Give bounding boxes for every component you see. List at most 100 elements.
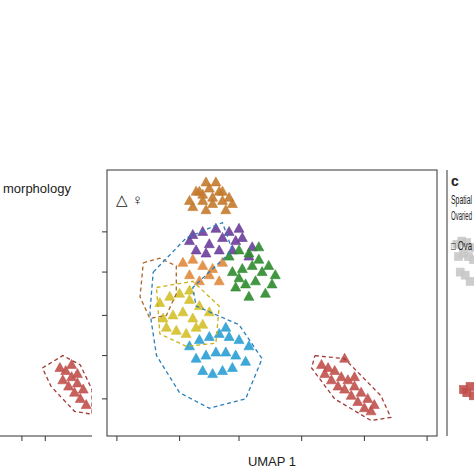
point: [363, 393, 373, 402]
y-tick: [102, 398, 107, 399]
x-label: UMAP 1: [248, 454, 296, 469]
point: [251, 276, 261, 285]
point: [231, 236, 241, 245]
region-outline: [42, 356, 92, 415]
point: [211, 223, 221, 232]
point: [171, 325, 181, 334]
y-tick: [102, 231, 107, 232]
point: [214, 276, 224, 285]
point: [178, 307, 188, 316]
point: [231, 282, 241, 291]
point: [366, 406, 376, 415]
region-outline: [157, 281, 220, 346]
point: [218, 195, 228, 204]
point: [204, 332, 214, 341]
point: [466, 277, 474, 285]
point: [81, 400, 91, 409]
point: [198, 260, 208, 269]
point: [191, 186, 201, 195]
x-tick: [239, 436, 240, 441]
title: morphology: [3, 181, 71, 196]
point: [340, 353, 350, 362]
annotation: □ Ova: [451, 239, 472, 253]
point: [234, 273, 244, 282]
point: [211, 177, 221, 186]
x-tick: [179, 436, 180, 441]
point: [244, 291, 254, 300]
point: [234, 245, 244, 254]
point: [67, 359, 77, 368]
point: [234, 223, 244, 232]
point: [70, 387, 80, 396]
y-tick: [102, 272, 107, 273]
point: [227, 199, 237, 208]
region-outline: [140, 258, 176, 318]
point: [244, 248, 254, 257]
point: [346, 390, 356, 399]
point: [234, 335, 244, 344]
point: [191, 245, 201, 254]
point: [247, 260, 257, 269]
point: [185, 294, 195, 303]
point: [356, 387, 366, 396]
point: [466, 383, 474, 391]
point: [237, 233, 247, 242]
point: [198, 366, 208, 375]
x-tick: [21, 436, 22, 441]
point: [194, 335, 204, 344]
plot-area: [140, 177, 391, 421]
plot-area: [42, 356, 92, 415]
point: [75, 393, 85, 402]
point: [227, 363, 237, 372]
y-tick: [102, 315, 107, 316]
point: [221, 322, 231, 331]
point: [188, 254, 198, 263]
point: [168, 310, 178, 319]
plot-frame: [107, 170, 437, 436]
point: [191, 353, 201, 362]
point: [353, 397, 363, 406]
point: [227, 267, 237, 276]
point: [264, 260, 274, 269]
point: [330, 366, 340, 375]
point: [270, 270, 280, 279]
point: [198, 189, 208, 198]
x-tick: [364, 436, 365, 441]
point: [201, 177, 211, 186]
point: [181, 328, 191, 337]
point: [198, 319, 208, 328]
point: [72, 369, 82, 378]
point: [340, 384, 350, 393]
point: [224, 226, 234, 235]
point: [254, 242, 264, 251]
figure: morphologyUMAP 1△ ♀cSpatialOvaried□ Ova: [0, 0, 474, 474]
x-tick: [116, 436, 117, 441]
point: [178, 257, 188, 266]
point: [191, 322, 201, 331]
point: [161, 322, 171, 331]
point: [260, 288, 270, 297]
point: [320, 369, 330, 378]
point: [165, 291, 175, 300]
annotation: △ ♀: [116, 191, 143, 208]
x-tick: [301, 436, 302, 441]
point: [185, 270, 195, 279]
x-axis: [0, 436, 92, 437]
region-outline: [150, 223, 262, 409]
point: [254, 254, 264, 263]
subtitle: Ovaried: [451, 209, 472, 223]
point: [267, 279, 277, 288]
point: [58, 375, 68, 384]
point: [201, 248, 211, 257]
point: [155, 298, 165, 307]
point: [224, 251, 234, 260]
point: [188, 202, 198, 211]
x-tick: [45, 436, 46, 441]
point: [336, 372, 346, 381]
region-outline: [312, 356, 391, 421]
point: [208, 199, 218, 208]
point: [64, 381, 74, 390]
title: Spatial: [451, 193, 472, 207]
point: [359, 403, 369, 412]
point: [224, 332, 234, 341]
